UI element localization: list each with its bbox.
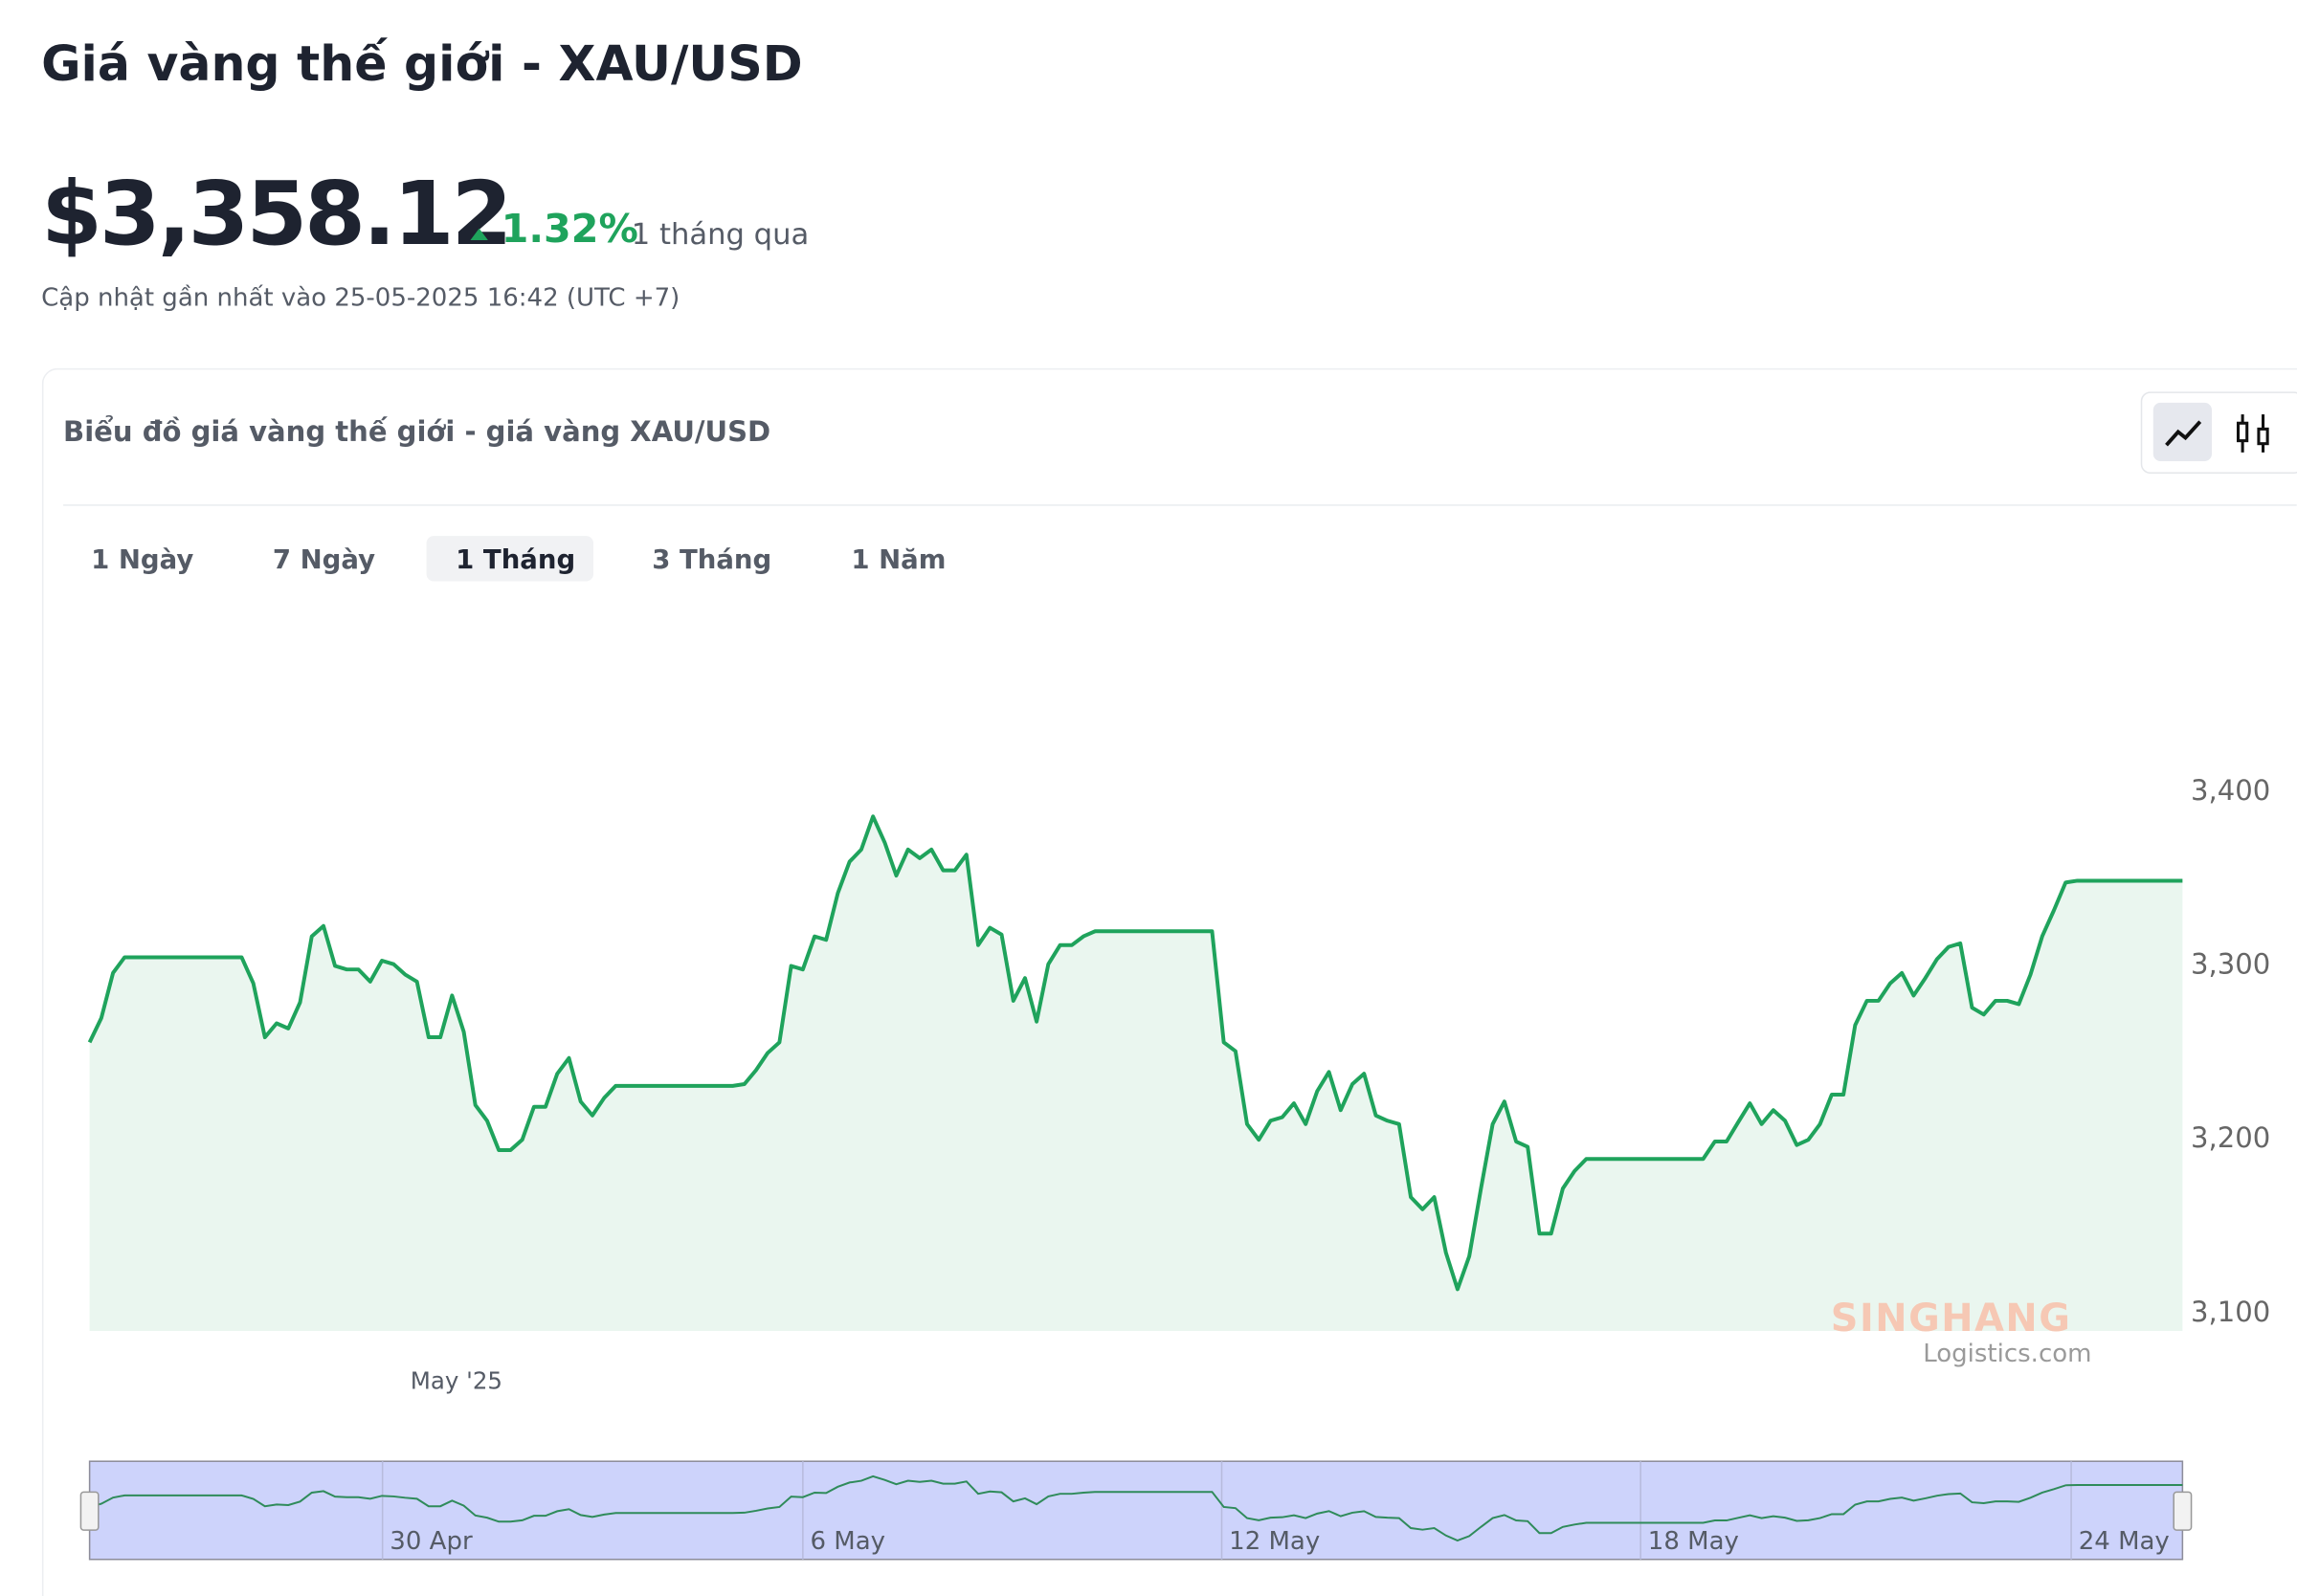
y-tick-label: 3,100 bbox=[2191, 1296, 2270, 1328]
navigator-label: 24 May bbox=[2079, 1527, 2170, 1556]
y-tick-label: 3,200 bbox=[2191, 1121, 2270, 1154]
up-arrow bbox=[470, 228, 488, 240]
plot: 3,100 3,200 3,300 3,400 May '25 30 Apr 6 May 12… bbox=[79, 774, 2270, 1561]
tab-label: 3 Tháng bbox=[652, 544, 771, 575]
tab-label: 1 Tháng bbox=[456, 544, 575, 575]
navigator-handle[interactable] bbox=[79, 1491, 100, 1531]
price-change: 1.32% bbox=[502, 206, 638, 252]
navigator-label: 30 Apr bbox=[390, 1527, 473, 1556]
y-tick-label: 3,300 bbox=[2191, 948, 2270, 981]
line-chart-button[interactable] bbox=[2152, 402, 2212, 462]
change-period: 1 tháng qua bbox=[632, 218, 809, 252]
range-tab[interactable]: 1 Năm bbox=[851, 544, 946, 575]
y-tick-label: 3,400 bbox=[2191, 774, 2270, 807]
watermark-brand: SINGHANG bbox=[1831, 1297, 2072, 1341]
range-tabs: 1 Ngày 7 Ngày 1 Tháng 3 Tháng 1 Năm bbox=[91, 536, 946, 582]
area bbox=[89, 816, 2183, 1332]
range-tab[interactable]: 7 Ngày bbox=[273, 544, 375, 575]
tab-label: 1 Ngày bbox=[91, 544, 193, 575]
price: $3,358.12 bbox=[41, 163, 509, 265]
page-title: Giá vàng thế giới - XAU/USD bbox=[41, 35, 803, 92]
tab-label: 1 Năm bbox=[851, 544, 946, 575]
range-tab[interactable]: 1 Ngày bbox=[91, 544, 193, 575]
price-line bbox=[87, 814, 2183, 1292]
navigator-label: 6 May bbox=[811, 1527, 886, 1556]
candle-chart-button[interactable] bbox=[2236, 414, 2269, 453]
navigator-line bbox=[89, 1474, 2183, 1542]
navigator-label: 12 May bbox=[1229, 1527, 1320, 1556]
tab-label: 7 Ngày bbox=[273, 544, 375, 575]
navigator-handle[interactable] bbox=[2173, 1491, 2193, 1531]
range-tab[interactable]: 1 Tháng bbox=[426, 536, 594, 582]
navigator-label: 18 May bbox=[1648, 1527, 1739, 1556]
tab-highlight bbox=[426, 536, 594, 582]
x-axis-label: May '25 bbox=[411, 1367, 502, 1395]
range-tab[interactable]: 3 Tháng bbox=[652, 544, 771, 575]
navigator-window bbox=[88, 1460, 2184, 1561]
card-title: Biểu đồ giá vàng thế giới - giá vàng XAU… bbox=[63, 415, 770, 448]
updated-time: Cập nhật gần nhất vào 25-05-2025 16:42 (… bbox=[41, 284, 680, 313]
watermark-site: Logistics.com bbox=[1923, 1340, 2091, 1368]
